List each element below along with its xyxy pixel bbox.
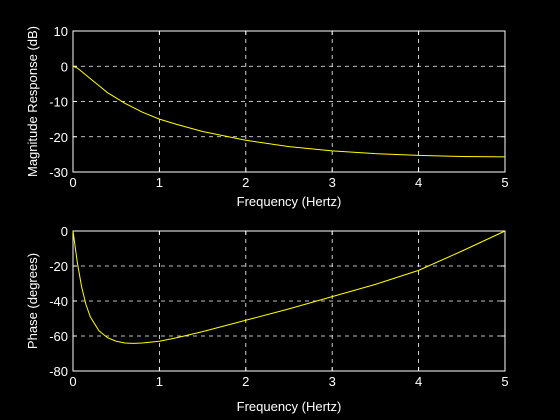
phase-x-tick-label: 0 [69,374,76,389]
phase-ticks [72,230,506,372]
magnitude-x-tick-label: 5 [501,175,508,190]
magnitude-plot: 0 1 2 3 4 5 -30 -20 -10 0 10 Frequency (Hertz) Mag… [25,24,509,209]
phase-x-tick-label: 3 [329,374,336,389]
magnitude-x-axis-label: Frequency (Hertz) [237,194,342,209]
phase-x-tick-label: 5 [501,374,508,389]
phase-plot: 0 1 2 3 4 5 -80 -60 -40 -20 0 Frequency (Hertz) Ph… [25,224,509,414]
phase-y-tick-label: -60 [49,329,68,344]
phase-y-tick-label: -40 [49,294,68,309]
phase-y-tick-label: 0 [61,224,68,239]
magnitude-y-tick-label: -30 [49,165,68,180]
magnitude-y-tick-label: 10 [54,24,68,39]
phase-y-tick-label: -20 [49,259,68,274]
phase-x-tick-label: 2 [242,374,249,389]
phase-tick-labels: 0 1 2 3 4 5 -80 -60 -40 -20 0 [49,224,508,389]
magnitude-series-line [72,65,506,158]
magnitude-x-tick-label: 0 [69,175,76,190]
magnitude-x-tick-label: 1 [156,175,163,190]
phase-series-line [72,230,506,344]
phase-y-axis-label: Phase (degrees) [25,253,40,349]
magnitude-y-tick-label: -20 [49,130,68,145]
magnitude-y-axis-label: Magnitude Response (dB) [25,26,40,177]
magnitude-grid [73,31,505,172]
magnitude-x-tick-label: 4 [415,175,422,190]
phase-y-tick-label: -80 [49,364,68,379]
phase-x-tick-label: 1 [156,374,163,389]
phase-grid [73,231,505,371]
magnitude-y-tick-label: 0 [61,59,68,74]
magnitude-ticks [72,30,506,173]
phase-x-axis-label: Frequency (Hertz) [237,399,342,414]
phase-x-tick-label: 4 [415,374,422,389]
magnitude-x-tick-label: 2 [242,175,249,190]
magnitude-y-tick-label: -10 [49,95,68,110]
magnitude-tick-labels: 0 1 2 3 4 5 -30 -20 -10 0 10 [49,24,508,190]
magnitude-x-tick-label: 3 [329,175,336,190]
